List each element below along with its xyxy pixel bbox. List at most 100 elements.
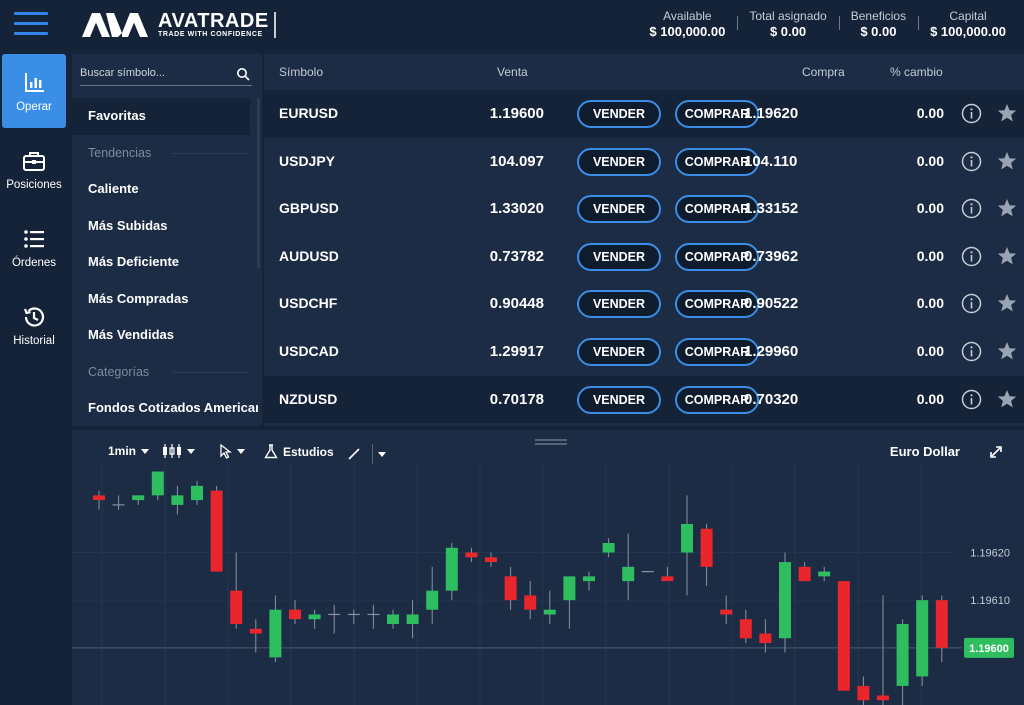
symbol-cell: NZDUSD [279, 390, 338, 407]
sell-price-cell: 1.29917 [489, 343, 544, 360]
resize-grip-icon[interactable] [535, 439, 567, 447]
candle-body [210, 490, 223, 572]
symbol-cell: GBPUSD [279, 200, 339, 217]
nav-item-historial[interactable]: Historial [2, 288, 66, 362]
buy-button[interactable]: COMPRAR [675, 195, 759, 224]
draw-tool-dropdown[interactable] [348, 444, 386, 464]
favorite-star-icon[interactable] [996, 197, 1018, 219]
buy-button[interactable]: COMPRAR [675, 290, 759, 319]
stat-label: Beneficios [850, 9, 907, 23]
table-row[interactable]: EURUSD 1.19600 VENDER COMPRAR 1.19620 0.00 [264, 90, 1024, 138]
sell-button[interactable]: VENDER [577, 385, 661, 414]
expand-icon[interactable] [988, 444, 1004, 460]
favorite-star-icon[interactable] [996, 245, 1018, 267]
stat-capital: Capital $ 100,000.00 [918, 8, 1018, 40]
nav-item-ordenes[interactable]: Órdenes [2, 210, 66, 284]
chart-type-dropdown[interactable] [162, 444, 195, 458]
sell-button[interactable]: VENDER [577, 242, 661, 271]
candle-body [759, 633, 772, 644]
current-price-tag [964, 637, 1014, 658]
table-row[interactable]: USDCHF 0.90448 VENDER COMPRAR 0.90522 0.00 [264, 280, 1024, 328]
interval-label: 1min [108, 444, 137, 458]
sell-price-cell: 1.19600 [489, 105, 544, 122]
candle-body [720, 609, 733, 615]
chevron-down-icon [237, 449, 245, 454]
sell-price-cell: 104.097 [489, 152, 544, 170]
candle-body [504, 576, 517, 601]
nav-item-label: Operar [16, 100, 52, 113]
table-row[interactable]: NZDUSD 0.70178 VENDER COMPRAR 0.70320 0.00 [264, 375, 1024, 424]
category-item[interactable]: Más Compradas [88, 290, 189, 306]
change-cell: 0.00 [916, 247, 944, 264]
y-tick-label: 1.19610 [970, 595, 1010, 607]
candle-body [857, 685, 870, 701]
candlestick-chart[interactable]: 1.19620 1.19610 1.19600 [72, 462, 1024, 705]
info-icon[interactable] [961, 341, 982, 362]
sell-price-cell: 0.90448 [489, 295, 544, 313]
buy-price-cell: 0.73962 [744, 247, 799, 265]
symbol-search[interactable]: Buscar símbolo... [80, 64, 252, 86]
line-tool-icon [348, 448, 360, 460]
left-nav: Operar Posiciones Órdenes Historial [0, 50, 68, 705]
sell-price-cell: 0.73782 [489, 247, 544, 265]
candle-body [93, 495, 105, 501]
candle-body [602, 543, 615, 553]
table-row[interactable]: AUDUSD 0.73782 VENDER COMPRAR 0.73962 0.00 [264, 233, 1024, 281]
info-icon[interactable] [961, 293, 982, 314]
favorite-star-icon[interactable] [996, 150, 1018, 172]
favorite-star-icon[interactable] [996, 102, 1018, 124]
sell-button[interactable]: VENDER [577, 100, 661, 128]
favorite-star-icon[interactable] [996, 388, 1018, 410]
sell-button[interactable]: VENDER [577, 195, 661, 224]
y-tick-label: 1.19620 [970, 548, 1010, 560]
stat-value: $ 100,000.00 [930, 24, 1006, 39]
info-icon[interactable] [961, 198, 982, 219]
studies-button[interactable]: Estudios [264, 444, 334, 459]
sell-button[interactable]: VENDER [577, 338, 661, 366]
cursor-tool-dropdown[interactable] [220, 444, 245, 459]
buy-button[interactable]: COMPRAR [675, 242, 759, 271]
chevron-down-icon [141, 448, 150, 454]
info-icon[interactable] [961, 103, 982, 124]
current-price-label: 1.19600 [969, 643, 1009, 655]
candle-body [426, 590, 439, 610]
info-icon[interactable] [961, 389, 982, 410]
category-list: Favoritas Tendencias Caliente Más Subida… [72, 98, 258, 427]
category-item[interactable]: Más Subidas [88, 217, 168, 233]
search-icon[interactable] [236, 67, 250, 81]
table-row[interactable]: USDJPY 104.097 VENDER COMPRAR 104.110 0.00 [264, 138, 1024, 186]
table-row[interactable]: GBPUSD 1.33020 VENDER COMPRAR 1.33152 0.00 [264, 185, 1024, 233]
category-item[interactable]: Fondos Cotizados Americar [88, 400, 258, 415]
candle-body [132, 495, 145, 501]
table-row[interactable]: USDCAD 1.29917 VENDER COMPRAR 1.29960 0.00 [264, 328, 1024, 376]
info-icon[interactable] [961, 246, 982, 267]
stat-profits: Beneficios $ 0.00 [838, 8, 918, 40]
candle-body [230, 590, 243, 624]
category-item[interactable]: Más Vendidas [88, 327, 174, 342]
category-favorites[interactable]: Favoritas [72, 98, 250, 135]
stat-label: Available [663, 9, 712, 23]
favorite-star-icon[interactable] [996, 292, 1018, 314]
favorite-star-icon[interactable] [996, 340, 1018, 362]
search-input[interactable]: Buscar símbolo... [80, 67, 165, 79]
sell-button[interactable]: VENDER [577, 147, 661, 176]
info-icon[interactable] [961, 151, 982, 172]
sell-button[interactable]: VENDER [577, 290, 661, 319]
column-header-buy: Compra [802, 65, 845, 79]
buy-price-cell: 0.90522 [744, 295, 799, 313]
buy-button[interactable]: COMPRAR [675, 147, 759, 176]
hamburger-menu-icon[interactable] [14, 12, 48, 38]
column-header-symbol: Símbolo [279, 65, 324, 79]
buy-button[interactable]: COMPRAR [675, 385, 759, 414]
nav-item-posiciones[interactable]: Posiciones [2, 132, 66, 206]
category-scrollbar[interactable] [257, 98, 260, 268]
category-item[interactable]: Más Deficiente [88, 254, 180, 269]
interval-dropdown[interactable]: 1min [108, 444, 150, 458]
buy-button[interactable]: COMPRAR [675, 338, 759, 366]
buy-price-cell: 1.29960 [744, 343, 799, 360]
logo-tagline: TRADE WITH CONFIDENCE [158, 31, 263, 38]
account-stats: Available $ 100,000.00 Total asignado $ … [637, 8, 1018, 40]
nav-item-operar[interactable]: Operar [2, 54, 66, 128]
category-item[interactable]: Caliente [88, 181, 139, 196]
buy-button[interactable]: COMPRAR [675, 100, 759, 128]
